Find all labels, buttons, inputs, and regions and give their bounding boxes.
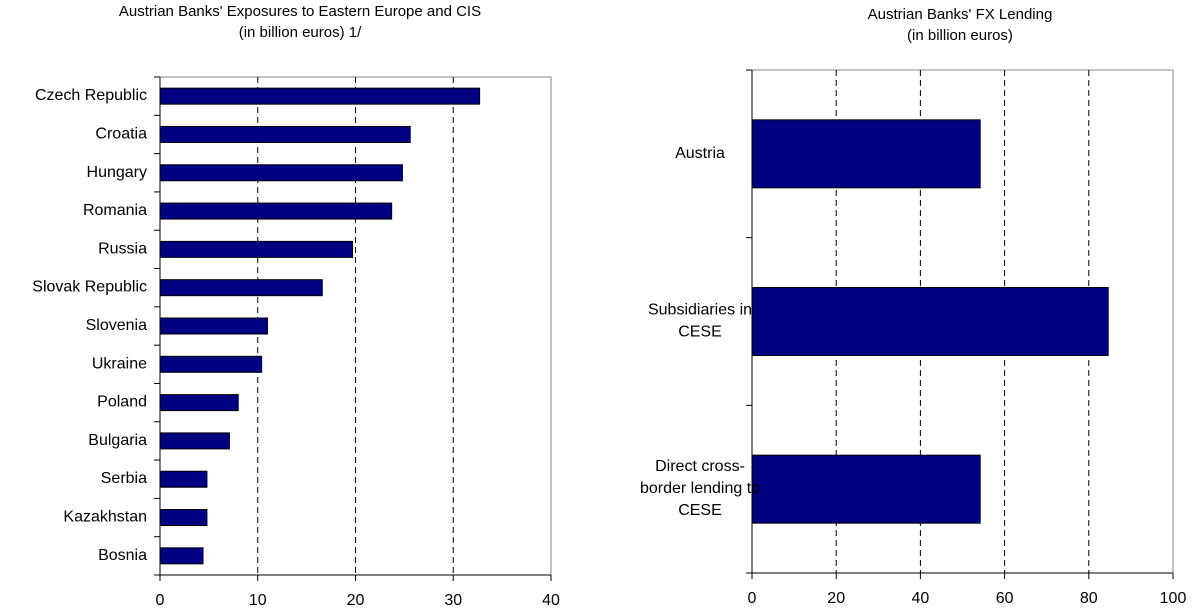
y-tick-label-line: Slovak Republic [32, 279, 147, 296]
chart-title: Austrian Banks' Exposures to Eastern Eur… [119, 3, 481, 20]
chart-title: Austrian Banks' FX Lending [868, 6, 1053, 23]
bar [159, 125, 411, 143]
y-tick-label-line: Slovenia [86, 317, 147, 334]
y-tick-label: Bulgaria [88, 432, 147, 449]
y-tick-label: Slovak Republic [32, 279, 147, 296]
y-tick-label-line: Poland [97, 394, 147, 411]
y-tick-label-line: Ukraine [92, 356, 147, 373]
bar [159, 202, 393, 220]
bar [159, 394, 239, 412]
x-tick-label: 40 [912, 590, 930, 607]
y-tick-label-line: Romania [83, 202, 147, 219]
bar [159, 355, 263, 373]
y-tick-label-line: border lending to [640, 480, 760, 497]
y-tick-label: Hungary [87, 164, 147, 181]
x-tick-label: 60 [996, 590, 1014, 607]
bar [751, 454, 981, 524]
bar [751, 287, 1109, 356]
bar [159, 547, 204, 565]
y-tick-label-line: Direct cross- [655, 458, 745, 475]
x-tick-label: 10 [249, 592, 267, 609]
bar [159, 470, 208, 488]
y-tick-label: Bosnia [98, 547, 147, 564]
y-tick-label-line: Bosnia [98, 547, 147, 564]
y-tick-label: Croatia [95, 126, 147, 143]
y-tick-label-line: Hungary [87, 164, 147, 181]
y-tick-label-line: Serbia [101, 470, 147, 487]
bar [159, 279, 323, 297]
x-tick-label: 20 [827, 590, 845, 607]
bar [159, 432, 230, 450]
y-tick-label: Russia [98, 241, 147, 258]
y-tick-label: Czech Republic [35, 87, 147, 104]
y-tick-label: Direct cross-border lending to CESE [640, 458, 760, 519]
bar [159, 317, 269, 335]
y-tick-label-line: Czech Republic [35, 87, 147, 104]
y-tick-label: Austria [675, 145, 725, 162]
y-tick-label-line: Austria [675, 145, 725, 162]
y-tick-label: Kazakhstan [63, 509, 147, 526]
y-tick-label: Serbia [101, 470, 147, 487]
y-tick-label-line: Croatia [95, 126, 147, 143]
x-tick-label: 100 [1160, 590, 1187, 607]
bar [159, 87, 481, 105]
x-tick-label: 80 [1080, 590, 1098, 607]
x-tick-label: 0 [156, 592, 165, 609]
x-tick-label: 20 [347, 592, 365, 609]
y-tick-label-line: CESE [678, 502, 722, 519]
x-tick-label: 0 [748, 590, 757, 607]
x-tick-label: 40 [542, 592, 560, 609]
bar [159, 240, 354, 258]
y-tick-label-line: Kazakhstan [63, 509, 147, 526]
y-tick-label-line: Bulgaria [88, 432, 147, 449]
bar [159, 164, 403, 182]
y-tick-label-line: CESE [678, 324, 722, 341]
y-tick-label: Poland [97, 394, 147, 411]
x-tick-label: 30 [444, 592, 462, 609]
y-tick-label: Slovenia [86, 317, 147, 334]
y-tick-label: Subsidiaries in CESE [648, 302, 752, 341]
chart-title: (in billion euros) [907, 27, 1013, 44]
y-tick-label-line: Russia [98, 241, 147, 258]
bar [751, 119, 981, 189]
y-tick-label-line: Subsidiaries in [648, 302, 752, 319]
y-tick-label: Ukraine [92, 356, 147, 373]
y-tick-label: Romania [83, 202, 147, 219]
chart-title: (in billion euros) 1/ [239, 24, 362, 41]
bar [159, 509, 208, 527]
